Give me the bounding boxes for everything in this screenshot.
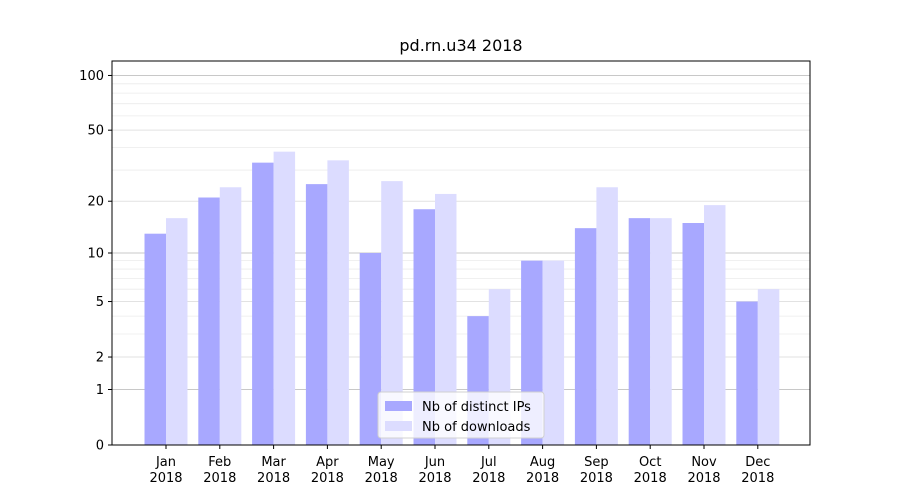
x-tick-label: Sep 2018 [580,455,613,486]
x-tick-label: Jul 2018 [472,455,505,486]
x-tick-label: Jun 2018 [418,455,451,486]
bar-downloads [650,218,672,445]
x-tick-label: Feb 2018 [203,455,236,486]
bar-downloads [757,289,780,445]
y-tick-label: 50 [87,124,104,139]
y-axis: 0 1 2 5 10 20 50 100 [79,69,112,454]
x-tick-label: Apr 2018 [311,455,344,486]
legend: Nb of distinct IPs Nb of downloads [377,391,545,439]
legend-box [377,391,545,439]
x-tick-label: May 2018 [365,455,398,486]
y-tick-label: 2 [96,351,104,366]
bar-distinct-ips [305,184,328,446]
bar-downloads [219,187,242,445]
bar-downloads [435,193,457,445]
bar-distinct-ips [359,253,382,445]
bar-distinct-ips [144,233,166,445]
x-tick-label: Nov 2018 [687,455,720,486]
x-tick-label: Mar 2018 [257,455,290,486]
bar-distinct-ips [574,228,597,445]
legend-label: Nb of distinct IPs [422,400,531,415]
bar-downloads [381,181,403,445]
bar-distinct-ips [252,162,274,445]
x-tick-label: Oct 2018 [634,455,667,486]
chart-title: pd.rn.u34 2018 [399,36,522,55]
y-tick-label: 20 [87,195,104,210]
y-tick-label: 5 [96,295,104,310]
x-tick-label: Aug 2018 [526,455,559,486]
legend-label: Nb of downloads [422,420,531,435]
y-tick-label: 1 [96,383,104,398]
bar-downloads [596,187,618,445]
bar-downloads [166,218,188,445]
legend-swatch [385,421,412,431]
bar-downloads [704,205,726,445]
y-tick-label: 0 [96,439,104,454]
bar-downloads [327,160,349,445]
y-tick-label: 100 [79,69,104,84]
bar-distinct-ips [628,218,651,445]
bar-distinct-ips [413,209,435,445]
x-tick-label: Dec 2018 [741,455,774,486]
bar-distinct-ips [682,222,704,445]
x-axis: Jan 2018 Feb 2018 Mar 2018 Apr 2018 May 2018 Jun 20… [149,445,774,486]
bar-distinct-ips [198,197,220,445]
bar-downloads [542,260,565,445]
bar-distinct-ips [736,301,758,445]
plot-frame [111,60,811,446]
legend-swatch [385,401,412,411]
bar-downloads [273,151,296,445]
y-tick-label: 10 [87,247,104,262]
x-tick-label: Jan 2018 [149,455,182,486]
